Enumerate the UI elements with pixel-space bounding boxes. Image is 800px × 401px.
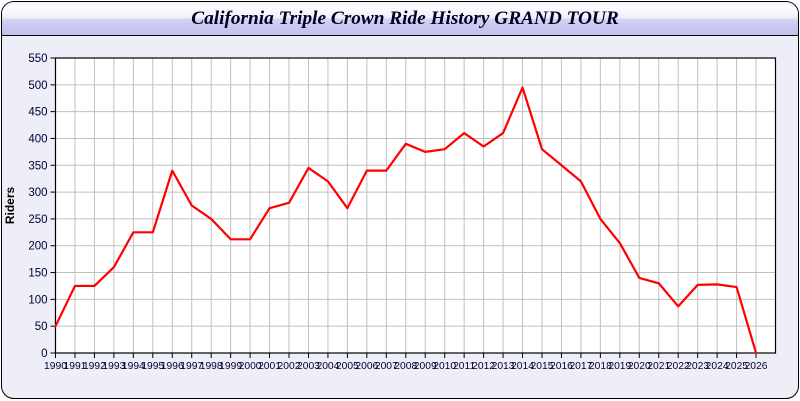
svg-text:300: 300: [28, 187, 47, 199]
svg-text:Riders: Riders: [3, 187, 17, 225]
svg-text:200: 200: [28, 241, 47, 253]
svg-text:100: 100: [28, 294, 47, 306]
svg-text:500: 500: [28, 80, 47, 92]
svg-text:2026: 2026: [745, 361, 768, 372]
svg-text:350: 350: [28, 160, 47, 172]
svg-text:550: 550: [28, 53, 47, 65]
svg-text:450: 450: [28, 107, 47, 119]
svg-text:250: 250: [28, 214, 47, 226]
svg-text:50: 50: [35, 321, 48, 333]
svg-text:150: 150: [28, 268, 47, 280]
svg-text:400: 400: [28, 133, 47, 145]
svg-text:0: 0: [41, 348, 47, 360]
